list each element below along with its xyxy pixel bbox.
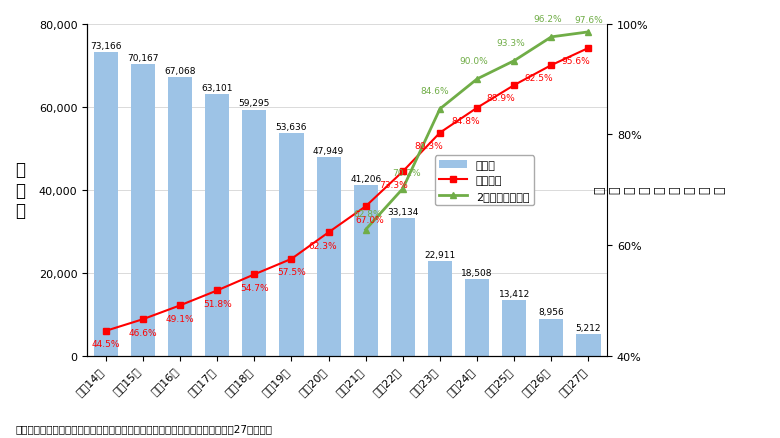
Bar bbox=[205, 95, 229, 356]
Text: 49.1%: 49.1% bbox=[165, 314, 194, 323]
Text: 5,212: 5,212 bbox=[576, 323, 601, 332]
Bar bbox=[465, 279, 489, 356]
Text: 95.6%: 95.6% bbox=[561, 57, 590, 66]
Text: 出典：文部科学省「公立学校施設の耐震改修状況調査の結果について」（平成27年４月）: 出典：文部科学省「公立学校施設の耐震改修状況調査の結果について」（平成27年４月… bbox=[16, 424, 272, 434]
Text: 84.8%: 84.8% bbox=[452, 117, 480, 126]
Y-axis label: 耐
震
化
率
及
び
実
施
率: 耐 震 化 率 及 び 実 施 率 bbox=[593, 187, 726, 194]
Text: 44.5%: 44.5% bbox=[91, 339, 120, 348]
Text: 22,911: 22,911 bbox=[424, 250, 456, 259]
Text: 8,956: 8,956 bbox=[538, 308, 564, 317]
Text: 57.5%: 57.5% bbox=[277, 268, 306, 276]
Text: 84.6%: 84.6% bbox=[420, 87, 448, 96]
Bar bbox=[243, 110, 267, 356]
Bar bbox=[168, 78, 192, 356]
Text: 62.8%: 62.8% bbox=[353, 210, 382, 219]
Bar bbox=[502, 300, 526, 356]
Text: 59,295: 59,295 bbox=[239, 99, 270, 108]
Text: 88.9%: 88.9% bbox=[487, 94, 516, 103]
Text: 41,206: 41,206 bbox=[350, 174, 381, 183]
Text: 92.5%: 92.5% bbox=[524, 74, 553, 83]
Bar bbox=[317, 157, 341, 356]
Text: 90.0%: 90.0% bbox=[459, 57, 488, 66]
Text: 67,068: 67,068 bbox=[165, 67, 196, 76]
Text: 51.8%: 51.8% bbox=[203, 299, 232, 308]
Text: 53,636: 53,636 bbox=[275, 123, 307, 132]
Text: 96.2%: 96.2% bbox=[534, 15, 562, 24]
Text: 67.0%: 67.0% bbox=[355, 215, 384, 224]
Text: 54.7%: 54.7% bbox=[240, 283, 268, 292]
Text: 46.6%: 46.6% bbox=[129, 328, 158, 337]
Bar bbox=[428, 261, 452, 356]
Text: 73,166: 73,166 bbox=[90, 42, 122, 51]
Text: 62.3%: 62.3% bbox=[309, 241, 337, 250]
Text: 93.3%: 93.3% bbox=[496, 39, 525, 48]
Text: 70.2%: 70.2% bbox=[392, 169, 421, 178]
Bar bbox=[353, 185, 378, 356]
Text: 63,101: 63,101 bbox=[201, 84, 233, 92]
Y-axis label: 残
棟
数: 残 棟 数 bbox=[15, 160, 25, 220]
Text: 13,412: 13,412 bbox=[498, 290, 530, 298]
Text: 73.3%: 73.3% bbox=[379, 180, 408, 189]
Bar bbox=[576, 334, 601, 356]
Text: 18,508: 18,508 bbox=[461, 268, 493, 277]
Text: 80.3%: 80.3% bbox=[414, 141, 443, 151]
Text: 47,949: 47,949 bbox=[313, 146, 344, 155]
Bar bbox=[539, 319, 563, 356]
Text: 70,167: 70,167 bbox=[127, 54, 158, 63]
Bar bbox=[94, 53, 118, 356]
Bar bbox=[391, 219, 415, 356]
Text: 33,134: 33,134 bbox=[387, 208, 419, 216]
Bar bbox=[131, 65, 155, 356]
Bar bbox=[279, 134, 303, 356]
Text: 97.6%: 97.6% bbox=[574, 15, 603, 25]
Legend: 残棟数, 耐震化率, 2次診断等実施率: 残棟数, 耐震化率, 2次診断等実施率 bbox=[435, 156, 534, 206]
